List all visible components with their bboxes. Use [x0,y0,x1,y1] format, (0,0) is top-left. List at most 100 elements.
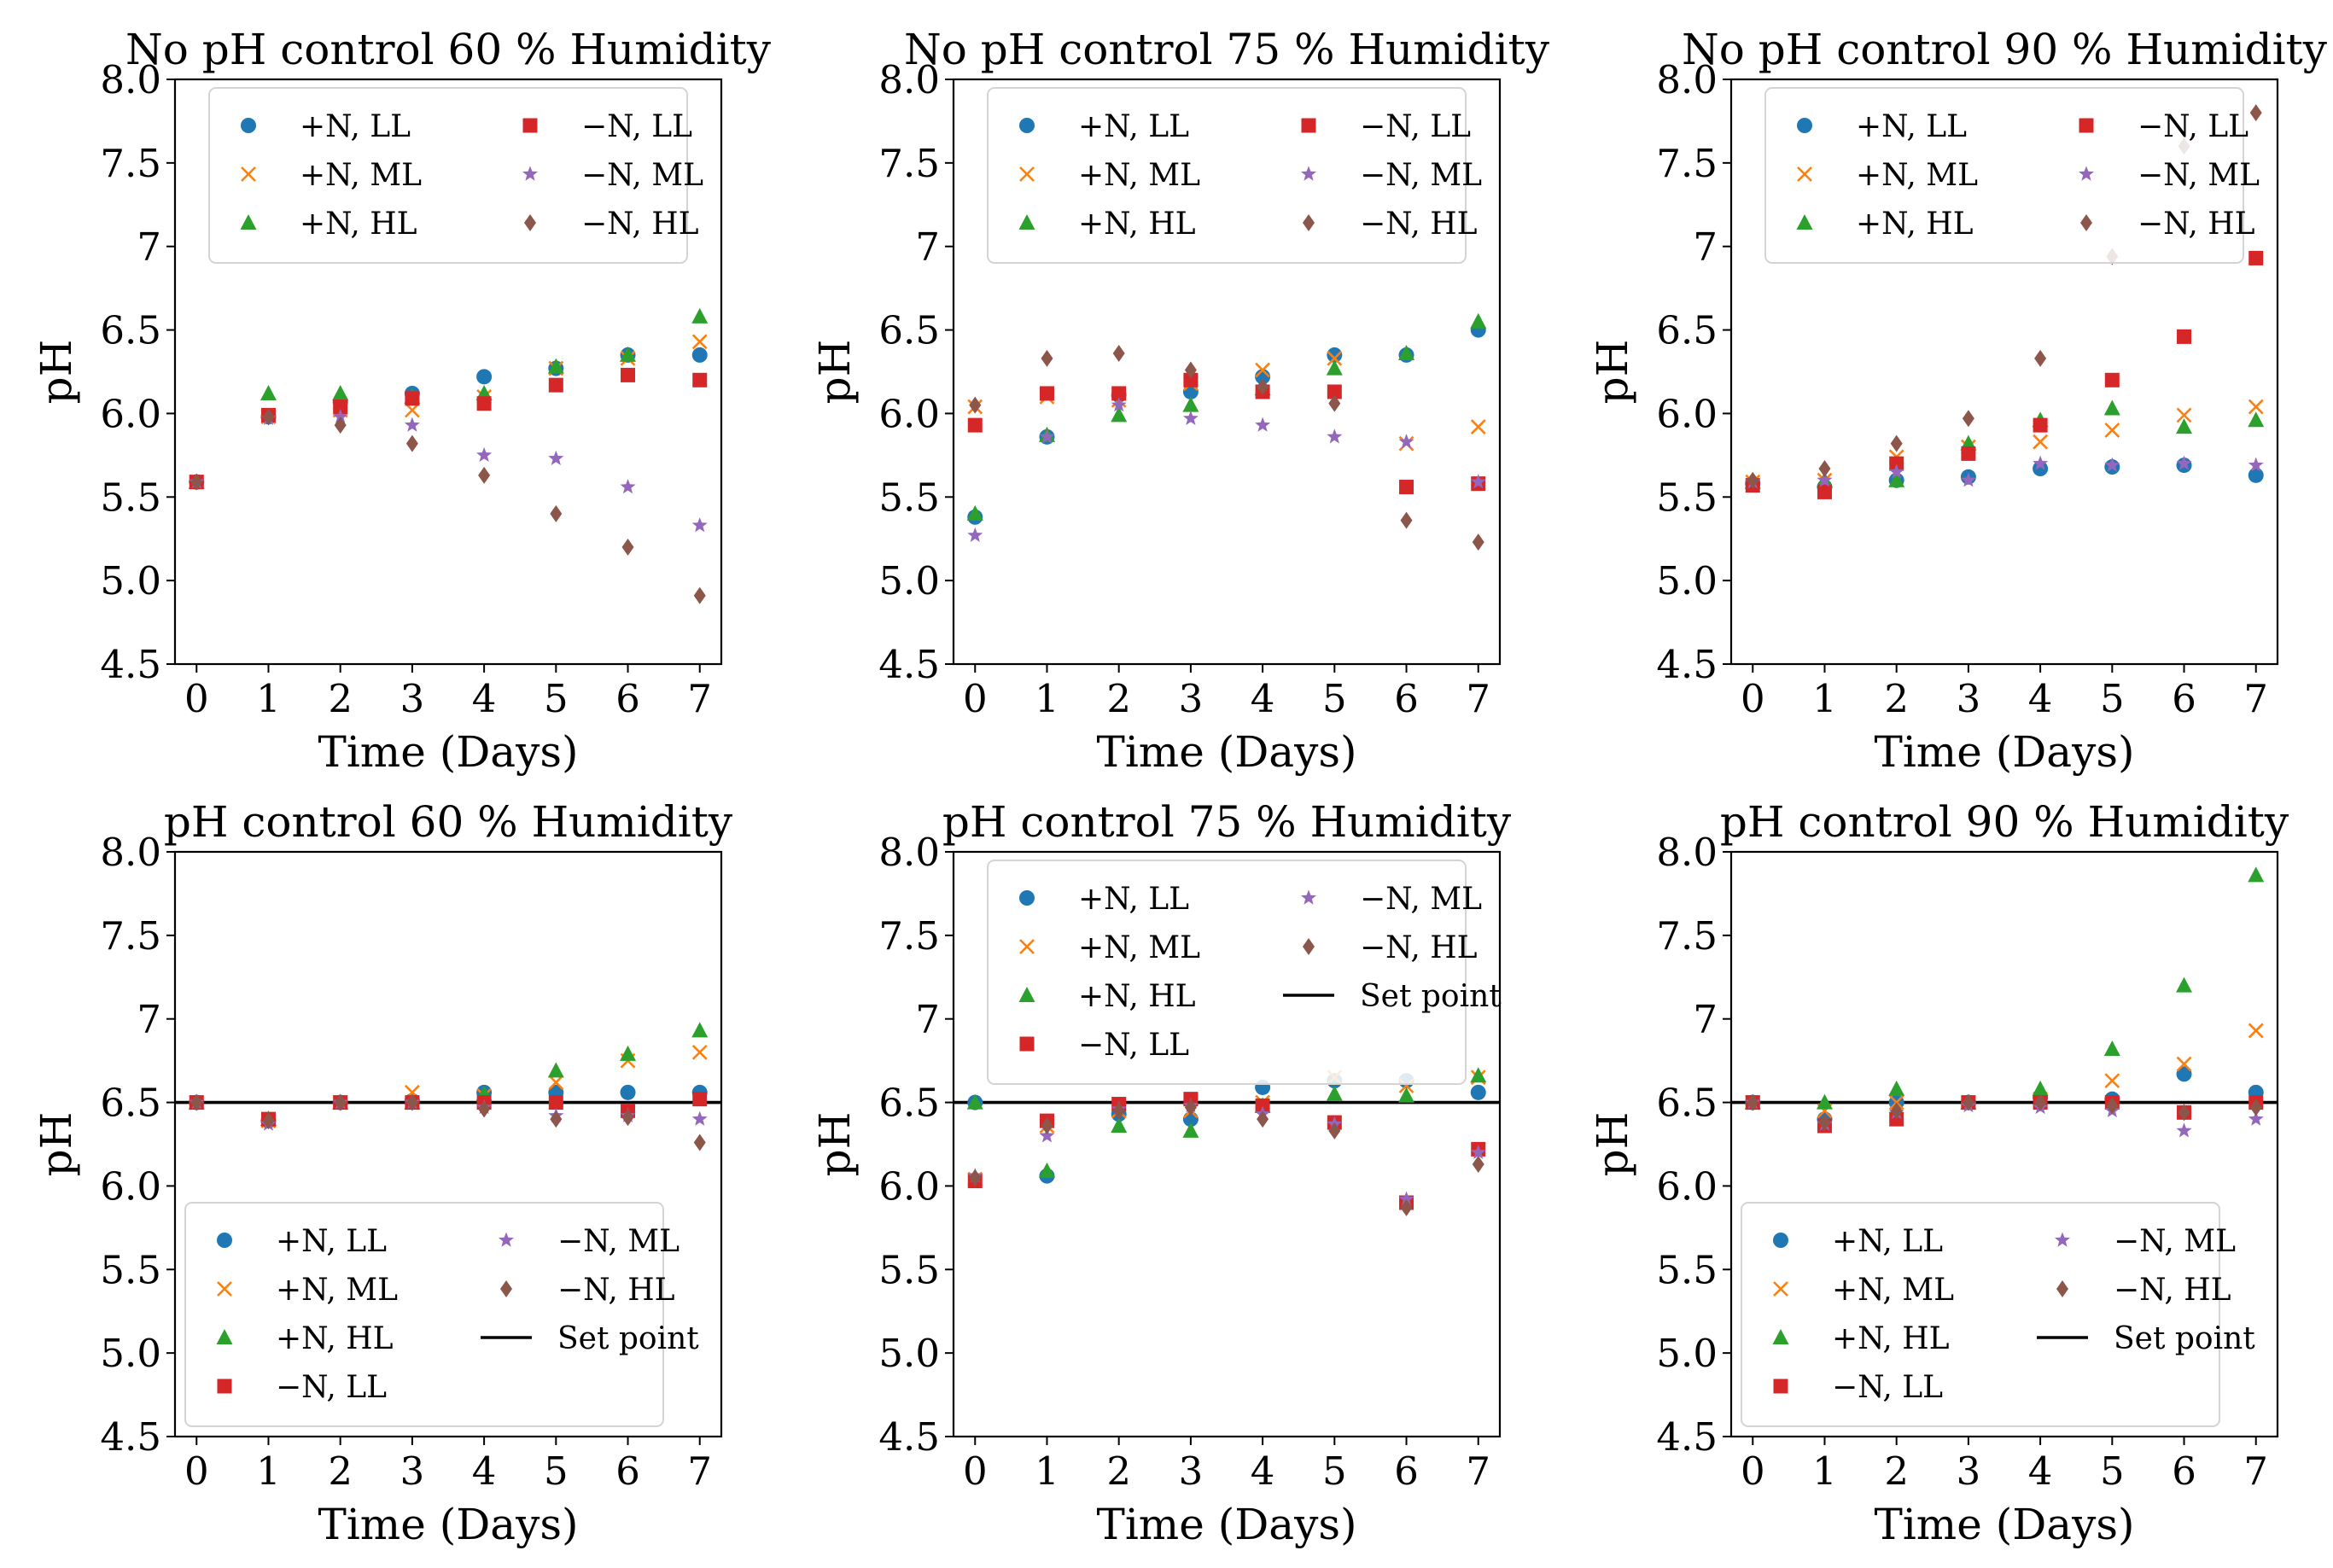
plot-frame [173,78,723,666]
data-point-plusn-hl [691,1022,709,1038]
legend: +N, LL +N, ML +N, HL −N, LL −N, ML −N, HL Set … [1741,1202,2255,1427]
x-tick-label: 4 [1251,676,1275,721]
data-point-minusn-hl [262,1112,275,1130]
legend-label: −N, LL [276,1370,387,1405]
chart-title: No pH control 75 % Humidity [904,25,1550,74]
legend-marker-plusn-hl [1018,214,1035,230]
data-point-plusn-hl [1111,1116,1128,1133]
legend-label: −N, ML [1360,882,1482,917]
data-point-minusn-ll [1111,386,1127,401]
y-tick-label: 4.5 [100,642,161,687]
data-point-plusn-ll [476,369,493,385]
y-tick-label: 8.0 [100,57,161,102]
legend: +N, LL +N, ML +N, HL −N, LL −N, ML −N, HL [1764,87,2260,264]
y-tick-label: 7.5 [1656,141,1718,186]
legend-marker-minusn-ll [2079,118,2094,133]
data-point-minusn-hl [1472,1155,1484,1173]
legend-label: +N, HL [276,1321,394,1356]
panel-5: pH control 75 % Humidity 4.5 5.0 5.5 6.0 6.5 7… [810,797,1512,1549]
data-point-minusn-ml [1960,472,1976,487]
y-tick-label: 4.5 [1656,642,1718,687]
x-tick-label: 3 [1957,676,1981,721]
legend-marker-plusn-ll [1773,1233,1788,1248]
data-point-minusn-ml [691,517,708,533]
x-tick-label: 4 [2028,1449,2053,1494]
y-axis-label: pH [32,1112,81,1177]
legend-frame [987,860,1467,1085]
legend-marker-plusn-ml [1019,166,1035,182]
x-axis-label: Time (Days) [1096,1500,1356,1549]
legend-marker-minusn-hl [500,1280,512,1297]
data-point-minusn-ll [1039,386,1054,401]
legend-label: −N, LL [2138,109,2248,144]
data-point-plusn-ml [1327,350,1343,366]
x-tick-label: 7 [1466,676,1490,721]
data-point-plusn-hl [2176,418,2193,434]
y-tick-label: 7 [1693,224,1718,270]
x-tick-label: 6 [2172,1449,2196,1494]
data-point-minusn-hl [693,586,706,604]
x-tick-label: 1 [1035,1449,1059,1494]
data-point-plusn-ml [1470,419,1486,435]
chart-title: No pH control 90 % Humidity [1682,25,2328,74]
data-point-minusn-hl [621,539,634,556]
y-tick-label: 6.5 [1656,1081,1718,1126]
x-tick-label: 7 [2243,676,2268,721]
data-point-minusn-ml [1398,434,1414,449]
data-point-minusn-hl [1818,460,1831,478]
y-tick-label: 5.0 [100,558,161,603]
data-point-minusn-ml [620,479,636,494]
x-tick-label: 3 [400,1449,425,1494]
legend-marker-plusn-ml [217,1281,232,1297]
x-tick-label: 3 [1179,676,1204,721]
y-tick-label: 6.0 [878,1163,940,1209]
x-tick-label: 1 [1035,676,1059,721]
data-point-minusn-ll [1399,480,1414,495]
y-tick-label: 6.0 [100,391,161,436]
data-point-minusn-ml [2176,1122,2192,1138]
data-point-plusn-ml [548,1075,564,1091]
data-point-plusn-hl [1398,344,1415,360]
y-tick-label: 5.5 [100,1247,161,1292]
data-point-plusn-ml [1255,362,1271,378]
y-tick-label: 7 [1693,997,1718,1042]
y-tick-label: 4.5 [1656,1414,1718,1460]
data-point-minusn-hl [1818,1114,1831,1132]
x-tick-label: 6 [1394,676,1419,721]
data-point-plusn-hl [1888,471,1905,487]
y-tick-label: 4.5 [100,1414,161,1460]
panel-1: No pH control 60 % Humidity 4.5 5.0 5.5 6.0 6… [32,25,772,777]
data-point-minusn-hl [1890,1102,1903,1120]
plot-frame [173,850,723,1438]
y-axis-label: pH [810,1112,860,1177]
data-point-plusn-ll [2176,1066,2192,1082]
data-point-minusn-hl [1400,511,1413,529]
y-tick-label: 7.5 [100,141,161,186]
y-tick-label: 7 [915,224,940,270]
x-tick-label: 5 [544,1449,569,1494]
data-point-minusn-hl [1041,349,1053,367]
x-tick-label: 6 [1394,1449,1419,1494]
data-point-minusn-ml [404,417,420,432]
data-point-minusn-ml [1182,410,1199,425]
data-point-minusn-hl [969,396,982,414]
legend-marker-plusn-ll [217,1233,232,1248]
y-tick-label: 6.0 [878,391,940,436]
legend-marker-minusn-ml [522,166,538,181]
legend-label: +N, HL [1078,207,1196,242]
data-point-minusn-ll [2177,329,2192,344]
data-point-minusn-ll [548,1095,563,1110]
legend-marker-plusn-ml [1773,1281,1788,1297]
x-axis-label: Time (Days) [1874,1500,2134,1549]
legend-marker-plusn-ll [1797,118,1812,133]
x-tick-label: 2 [1884,676,1909,721]
data-point-minusn-ll [1889,456,1904,471]
data-point-minusn-hl [550,504,563,522]
x-axis-label: Time (Days) [1096,727,1356,777]
y-tick-label: 7.5 [878,913,940,959]
data-point-minusn-ll [1961,446,1976,461]
data-point-minusn-hl [1400,1198,1413,1216]
data-point-minusn-hl [405,434,418,452]
data-point-minusn-hl [1257,378,1269,396]
